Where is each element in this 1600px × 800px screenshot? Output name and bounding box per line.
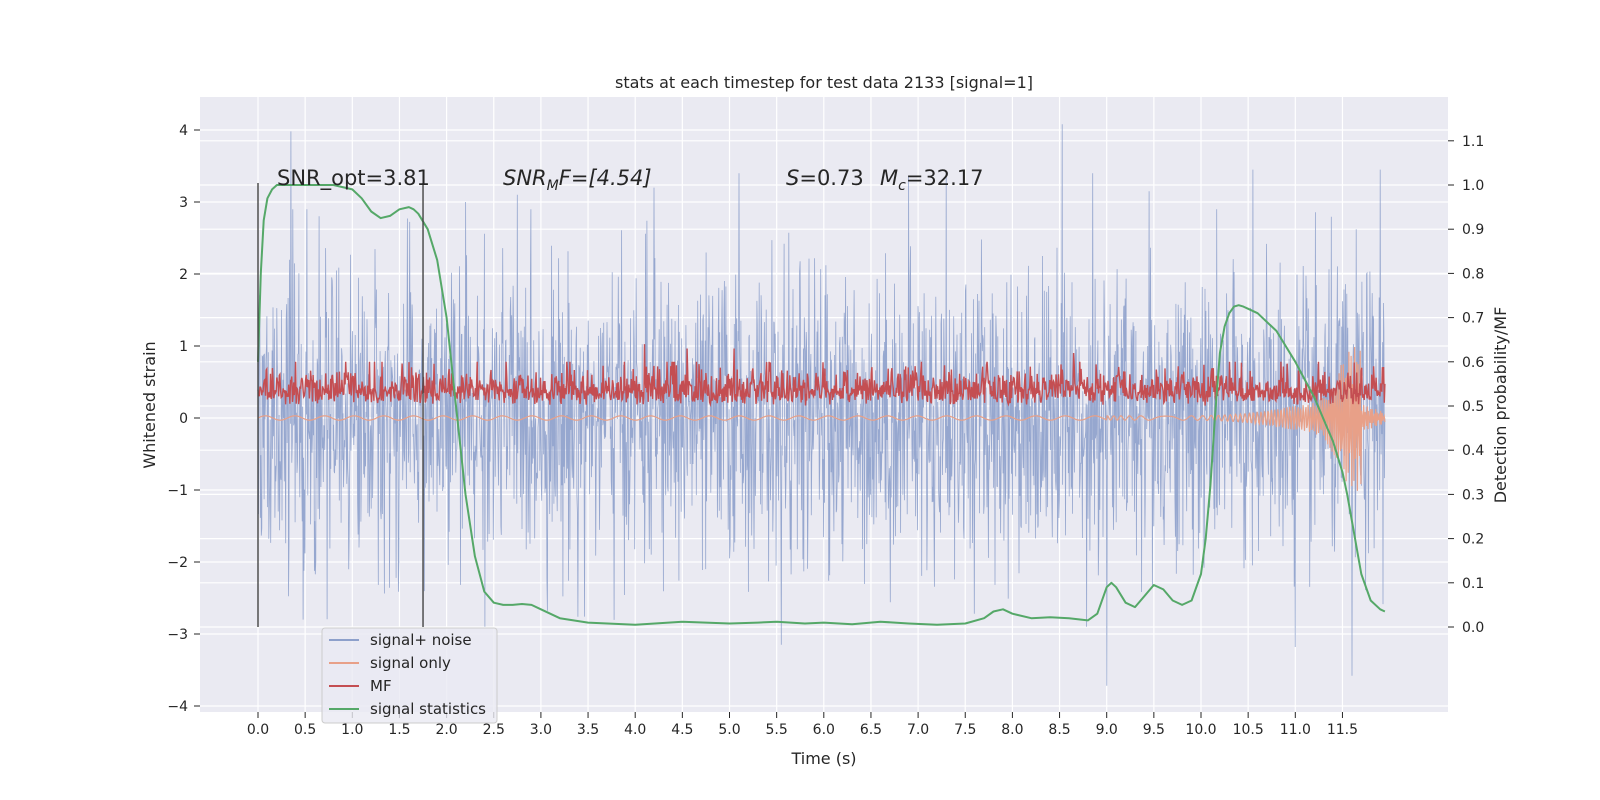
- y-right-tick-label-10: 0.1: [1462, 576, 1484, 592]
- series-mf: [257, 344, 1386, 408]
- y-left-tick-label-5: −1: [167, 483, 188, 499]
- annotation-snr-mf: SNRMF=[4.54]: [503, 166, 652, 194]
- y-right-axis-ticks: 1.1 1.0 0.9 0.8 0.7 0.6 0.5 0.4 0.3 0.2 0.1 0.0: [1448, 134, 1484, 636]
- y-right-tick-label-5: 0.6: [1462, 355, 1484, 371]
- annotation-mc: Mc=32.17: [880, 166, 984, 194]
- y-left-tick-label-8: −4: [167, 699, 188, 715]
- annotation-snr-mf-base: SNR: [503, 166, 547, 190]
- y-left-tick-label-0: 4: [179, 123, 188, 139]
- y-right-tick-label-3: 0.8: [1462, 266, 1484, 282]
- x-tick-label-7: 3.5: [577, 722, 599, 738]
- x-tick-label-15: 7.5: [954, 722, 976, 738]
- legend-box: [321, 627, 498, 724]
- x-tick-label-16: 8.0: [1001, 722, 1023, 738]
- annotation-snr-mf-sub: M: [547, 178, 559, 194]
- annotation-snr-opt: SNR_opt=3.81: [277, 166, 430, 191]
- y-right-tick-label-2: 0.9: [1462, 222, 1484, 238]
- annotation-s-rest: =0.73: [799, 166, 863, 190]
- y-left-axis-label: Whitened strain: [140, 341, 159, 468]
- y-right-tick-label-0: 1.1: [1462, 134, 1484, 150]
- vertical-markers: [257, 183, 424, 627]
- legend-label-signal-noise: signal+ noise: [370, 631, 472, 649]
- x-tick-label-21: 10.5: [1233, 722, 1264, 738]
- x-tick-label-2: 1.0: [341, 722, 363, 738]
- y-right-tick-label-9: 0.2: [1462, 532, 1484, 548]
- y-left-tick-label-2: 2: [179, 267, 188, 283]
- legend-label-signal-statistics: signal statistics: [370, 700, 486, 718]
- x-tick-label-12: 6.0: [813, 722, 835, 738]
- x-tick-label-11: 5.5: [766, 722, 788, 738]
- y-left-axis-ticks: 4 3 2 1 0 −1 −2 −3 −4: [167, 123, 200, 715]
- y-right-tick-label-7: 0.4: [1462, 443, 1484, 459]
- x-tick-label-19: 9.5: [1143, 722, 1165, 738]
- annotation-snr-mf-rest: F=[4.54]: [559, 166, 652, 190]
- annotation-mc-rest: =32.17: [906, 166, 984, 190]
- annotation-s-base: S: [786, 166, 799, 190]
- x-tick-label-0: 0.0: [247, 722, 269, 738]
- x-tick-label-23: 11.5: [1327, 722, 1358, 738]
- x-tick-label-8: 4.0: [624, 722, 646, 738]
- legend-label-signal-only: signal only: [370, 654, 451, 672]
- series-signal-only: [257, 346, 1386, 491]
- series-signal-statistics: [257, 184, 1386, 626]
- x-axis-ticks: 0.0 0.5 1.0 1.5 2.0 2.5 3.0 3.5 4.0 4.5 5.0 5.5 6.0 6…: [247, 712, 1358, 738]
- y-right-tick-label-8: 0.3: [1462, 487, 1484, 503]
- legend: signal+ noise signal only MF signal stat…: [321, 627, 498, 724]
- x-tick-label-1: 0.5: [294, 722, 316, 738]
- y-left-tick-label-6: −2: [167, 555, 188, 571]
- x-tick-label-10: 5.0: [718, 722, 740, 738]
- series-signal-noise: [257, 124, 1386, 686]
- y-right-axis-label: Detection probability/MF: [1491, 307, 1510, 504]
- x-tick-label-4: 2.0: [435, 722, 457, 738]
- annotation-mc-sub: c: [898, 178, 906, 194]
- x-axis-label: Time (s): [790, 749, 856, 768]
- annotation-mc-base: M: [880, 166, 898, 190]
- x-tick-label-6: 3.0: [530, 722, 552, 738]
- y-right-tick-label-1: 1.0: [1462, 178, 1484, 194]
- y-right-tick-label-11: 0.0: [1462, 620, 1484, 636]
- y-left-tick-label-1: 3: [179, 195, 188, 211]
- x-tick-label-3: 1.5: [388, 722, 410, 738]
- x-tick-label-14: 7.0: [907, 722, 929, 738]
- y-left-tick-label-7: −3: [167, 627, 188, 643]
- y-right-tick-label-6: 0.5: [1462, 399, 1484, 415]
- x-tick-label-13: 6.5: [860, 722, 882, 738]
- y-left-tick-label-3: 1: [179, 339, 188, 355]
- y-right-tick-label-4: 0.7: [1462, 311, 1484, 327]
- x-tick-label-20: 10.0: [1185, 722, 1216, 738]
- x-tick-label-18: 9.0: [1096, 722, 1118, 738]
- series-layer: [257, 124, 1386, 686]
- x-tick-label-5: 2.5: [483, 722, 505, 738]
- chart-title: stats at each timestep for test data 213…: [615, 73, 1033, 92]
- x-tick-label-22: 11.0: [1280, 722, 1311, 738]
- legend-label-mf: MF: [370, 677, 392, 695]
- y-left-tick-label-4: 0: [179, 411, 188, 427]
- annotation-s: S=0.73: [786, 166, 864, 190]
- x-tick-label-17: 8.5: [1048, 722, 1070, 738]
- x-tick-label-9: 4.5: [671, 722, 693, 738]
